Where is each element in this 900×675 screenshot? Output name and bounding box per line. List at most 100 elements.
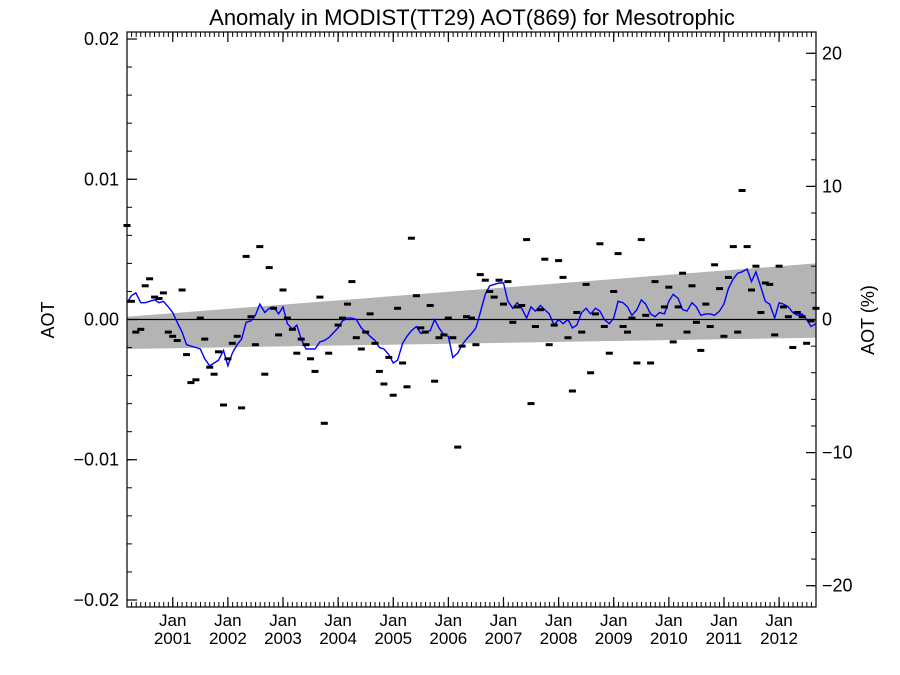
monthly-anomaly-marker bbox=[389, 393, 397, 397]
monthly-anomaly-marker bbox=[766, 282, 774, 286]
monthly-anomaly-marker bbox=[550, 323, 558, 327]
monthly-anomaly-marker bbox=[224, 357, 232, 361]
monthly-anomaly-marker bbox=[692, 320, 700, 324]
monthly-anomaly-marker bbox=[159, 291, 167, 295]
monthly-anomaly-marker bbox=[651, 280, 659, 284]
monthly-anomaly-marker bbox=[476, 273, 484, 277]
monthly-anomaly-marker bbox=[582, 282, 590, 286]
monthly-anomaly-marker bbox=[256, 245, 264, 249]
x-axis: Jan2001Jan2002Jan2003Jan2004Jan2005Jan20… bbox=[126, 32, 817, 648]
monthly-anomaly-marker bbox=[412, 294, 420, 298]
monthly-anomaly-marker bbox=[803, 341, 811, 345]
monthly-anomaly-marker bbox=[490, 295, 498, 299]
monthly-anomaly-marker bbox=[504, 280, 512, 284]
monthly-anomaly-marker bbox=[385, 355, 393, 359]
monthly-anomaly-marker bbox=[578, 330, 586, 334]
monthly-anomaly-marker bbox=[187, 381, 195, 385]
monthly-anomaly-marker bbox=[771, 333, 779, 337]
x-tick-year-label: 2003 bbox=[264, 629, 302, 648]
monthly-anomaly-marker bbox=[555, 259, 563, 263]
x-tick-month-label: Jan bbox=[159, 611, 186, 630]
monthly-anomaly-marker bbox=[738, 189, 746, 192]
left-tick-label: −0.01 bbox=[73, 450, 119, 470]
monthly-anomaly-marker bbox=[669, 340, 677, 344]
monthly-anomaly-marker bbox=[201, 337, 209, 341]
left-tick-label: 0.02 bbox=[84, 29, 119, 49]
monthly-anomaly-marker bbox=[724, 275, 732, 279]
monthly-anomaly-marker bbox=[647, 361, 655, 365]
monthly-anomaly-marker bbox=[472, 343, 480, 347]
monthly-anomaly-marker bbox=[183, 353, 190, 357]
x-tick-month-label: Jan bbox=[710, 611, 737, 630]
monthly-anomaly-marker bbox=[619, 325, 627, 328]
monthly-anomaly-marker bbox=[743, 245, 751, 249]
x-tick-month-label: Jan bbox=[655, 611, 682, 630]
monthly-anomaly-marker bbox=[173, 339, 181, 342]
monthly-anomaly-marker bbox=[371, 341, 379, 345]
monthly-anomaly-marker bbox=[468, 316, 475, 320]
monthly-anomaly-marker bbox=[334, 323, 342, 327]
monthly-anomaly-marker bbox=[674, 305, 682, 309]
right-y-axis: 20 10 0 −10 −20 bbox=[806, 43, 853, 596]
monthly-anomaly-marker bbox=[283, 316, 291, 320]
monthly-anomaly-marker bbox=[155, 297, 163, 300]
monthly-anomaly-marker bbox=[220, 403, 227, 407]
monthly-anomaly-marker bbox=[344, 302, 351, 306]
x-tick-year-label: 2004 bbox=[319, 629, 357, 648]
monthly-anomaly-marker bbox=[775, 264, 783, 268]
chart-title: Anomaly in MODIST(TT29) AOT(869) for Mes… bbox=[209, 5, 735, 30]
monthly-anomaly-marker bbox=[633, 361, 641, 365]
x-tick-year-label: 2008 bbox=[540, 629, 578, 648]
monthly-anomaly-marker bbox=[679, 271, 687, 275]
monthly-anomaly-marker bbox=[748, 288, 755, 292]
monthly-anomaly-marker bbox=[605, 351, 613, 355]
monthly-anomaly-marker bbox=[683, 330, 691, 334]
monthly-anomaly-marker bbox=[628, 316, 636, 320]
monthly-anomaly-marker bbox=[444, 316, 452, 320]
monthly-anomaly-marker bbox=[559, 275, 567, 279]
monthly-anomaly-marker bbox=[169, 334, 177, 338]
monthly-anomaly-marker bbox=[297, 337, 305, 341]
monthly-anomaly-marker bbox=[495, 278, 503, 282]
monthly-anomaly-marker bbox=[339, 316, 346, 320]
monthly-anomaly-marker bbox=[780, 305, 787, 309]
monthly-anomaly-marker bbox=[527, 402, 535, 406]
monthly-anomaly-marker bbox=[206, 365, 214, 369]
monthly-anomaly-marker bbox=[481, 278, 489, 282]
monthly-anomaly-marker bbox=[307, 357, 314, 361]
monthly-anomaly-marker bbox=[793, 311, 801, 314]
monthly-anomaly-marker bbox=[568, 389, 576, 393]
monthly-anomaly-marker bbox=[711, 263, 719, 267]
monthly-anomaly-marker bbox=[352, 336, 360, 340]
monthly-anomaly-marker bbox=[624, 330, 631, 334]
right-tick-label: 20 bbox=[822, 43, 842, 63]
x-tick-month-label: Jan bbox=[490, 611, 517, 630]
x-tick-year-label: 2012 bbox=[760, 629, 798, 648]
monthly-anomaly-marker bbox=[440, 333, 448, 337]
monthly-anomaly-marker bbox=[454, 445, 462, 449]
monthly-anomaly-marker bbox=[807, 319, 815, 323]
monthly-anomaly-marker bbox=[531, 325, 539, 328]
monthly-anomaly-marker bbox=[665, 285, 673, 289]
monthly-anomaly-marker bbox=[137, 327, 145, 331]
monthly-anomaly-marker bbox=[357, 347, 365, 351]
monthly-anomaly-marker bbox=[399, 361, 407, 365]
monthly-anomaly-marker bbox=[242, 254, 250, 258]
monthly-anomaly-marker bbox=[275, 333, 283, 337]
monthly-anomaly-marker bbox=[509, 320, 517, 324]
monthly-anomaly-marker bbox=[734, 330, 742, 334]
monthly-anomaly-marker bbox=[435, 336, 443, 340]
monthly-anomaly-marker bbox=[151, 295, 159, 299]
trend-band-layer bbox=[127, 263, 816, 349]
monthly-anomaly-marker bbox=[417, 326, 425, 330]
monthly-anomaly-marker bbox=[302, 343, 310, 347]
monthly-anomaly-marker bbox=[656, 323, 663, 327]
monthly-anomaly-marker bbox=[233, 334, 241, 338]
x-tick-year-label: 2002 bbox=[209, 629, 247, 648]
monthly-anomaly-marker bbox=[380, 382, 388, 386]
left-tick-label: 0.01 bbox=[84, 169, 119, 189]
monthly-anomaly-marker bbox=[251, 343, 259, 347]
monthly-anomaly-marker bbox=[642, 313, 650, 317]
monthly-anomaly-marker bbox=[366, 312, 374, 316]
